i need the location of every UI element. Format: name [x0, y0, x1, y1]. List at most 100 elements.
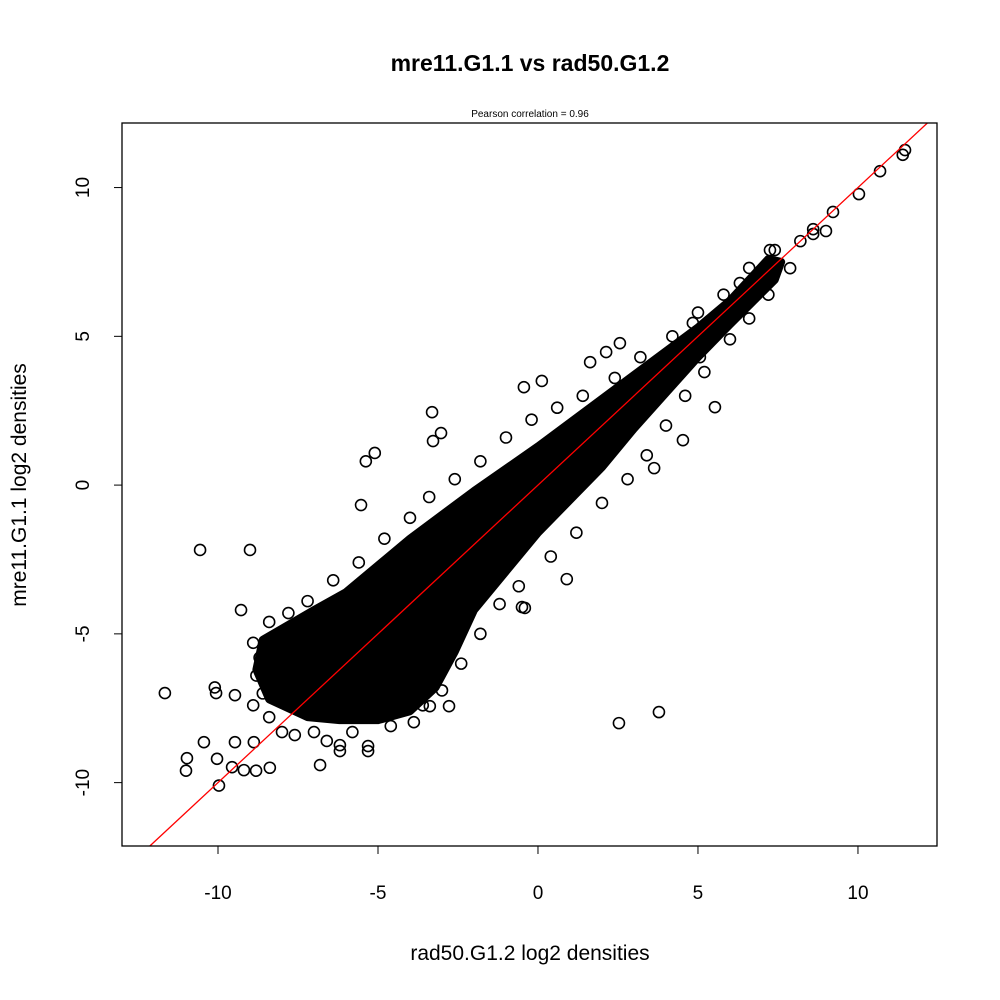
data-point [301, 594, 314, 608]
data-point [768, 243, 782, 257]
data-point [407, 715, 421, 729]
data-point [378, 532, 391, 545]
data-point [698, 365, 711, 379]
data-point [659, 419, 673, 432]
data-point [275, 725, 289, 739]
data-point [652, 705, 666, 719]
data-point [595, 496, 609, 510]
data-point [826, 205, 840, 219]
data-point [246, 636, 260, 650]
data-point [262, 710, 276, 724]
x-tick-label: -10 [204, 883, 231, 904]
data-point [249, 764, 263, 778]
dense-point-cloud [252, 254, 786, 725]
data-point [873, 164, 887, 178]
data-point [678, 389, 692, 403]
data-point [742, 312, 756, 325]
data-point [742, 261, 756, 275]
y-tick-label: -10 [73, 769, 94, 796]
data-point [448, 472, 462, 486]
data-point [250, 669, 263, 682]
data-point [693, 350, 707, 364]
data-point [525, 413, 538, 426]
x-tick-label: 0 [533, 883, 544, 904]
data-point [426, 434, 440, 448]
data-point [179, 764, 193, 778]
x-axis-ticks: -10 -5 0 5 10 [204, 846, 869, 904]
y-tick-label: 5 [73, 331, 94, 342]
data-point [666, 330, 679, 343]
y-tick-label: 0 [73, 480, 94, 491]
data-point [634, 350, 647, 364]
data-point [434, 426, 448, 440]
data-point [819, 224, 833, 238]
data-point [544, 550, 558, 563]
data-point [228, 688, 242, 702]
data-point [493, 597, 506, 611]
data-point [416, 698, 430, 712]
data-point [422, 490, 436, 504]
data-point [794, 234, 807, 248]
data-point [640, 449, 654, 462]
data-point [228, 735, 242, 749]
data-point [326, 574, 340, 587]
data-point [474, 627, 487, 641]
data-point [234, 603, 248, 617]
data-point [763, 243, 777, 257]
data-point [435, 684, 449, 697]
data-point [686, 316, 700, 330]
data-point [256, 687, 270, 700]
data-point [307, 725, 321, 739]
chart-title: mre11.G1.1 vs rad50.G1.2 [391, 50, 670, 76]
data-point [442, 699, 456, 713]
data-point [708, 400, 722, 414]
data-point [210, 752, 224, 766]
data-point [361, 739, 375, 753]
x-tick-label: 10 [847, 883, 868, 904]
data-point [368, 446, 382, 460]
data-point [288, 728, 302, 742]
data-point [313, 758, 327, 772]
data-point [733, 276, 747, 290]
data-point [263, 761, 277, 775]
data-point [423, 699, 437, 713]
data-point [209, 686, 223, 700]
data-point [896, 148, 910, 162]
y-tick-label: -5 [73, 625, 94, 642]
data-point [403, 511, 417, 525]
data-point [359, 454, 373, 468]
data-point [474, 454, 487, 468]
data-point [717, 288, 730, 301]
data-point [583, 355, 597, 369]
dense-cloud [252, 254, 786, 725]
data-point [499, 431, 513, 444]
data-point [852, 187, 866, 201]
data-point [262, 615, 276, 629]
x-tick-label: -5 [370, 883, 387, 904]
x-tick-label: 5 [693, 883, 704, 904]
data-point [612, 716, 626, 730]
data-point [384, 719, 398, 733]
data-point [333, 744, 347, 758]
y-axis-ticks: -10 -5 0 5 10 [73, 177, 122, 796]
data-point [247, 735, 261, 749]
data-point [352, 556, 366, 569]
data-point [783, 261, 797, 275]
data-point [806, 222, 820, 236]
data-point [208, 681, 222, 694]
data-point [320, 734, 334, 748]
data-point [512, 579, 526, 593]
data-point [312, 689, 326, 703]
data-point [180, 751, 194, 765]
data-point [361, 744, 375, 758]
plot-frame [121, 122, 938, 847]
fit-line [149, 122, 928, 847]
data-point [158, 686, 172, 700]
data-point [576, 389, 590, 403]
data-point [515, 600, 529, 614]
data-point [454, 657, 468, 670]
data-point [197, 735, 211, 749]
data-point [647, 461, 661, 475]
data-point [550, 401, 564, 415]
data-point [425, 405, 439, 419]
